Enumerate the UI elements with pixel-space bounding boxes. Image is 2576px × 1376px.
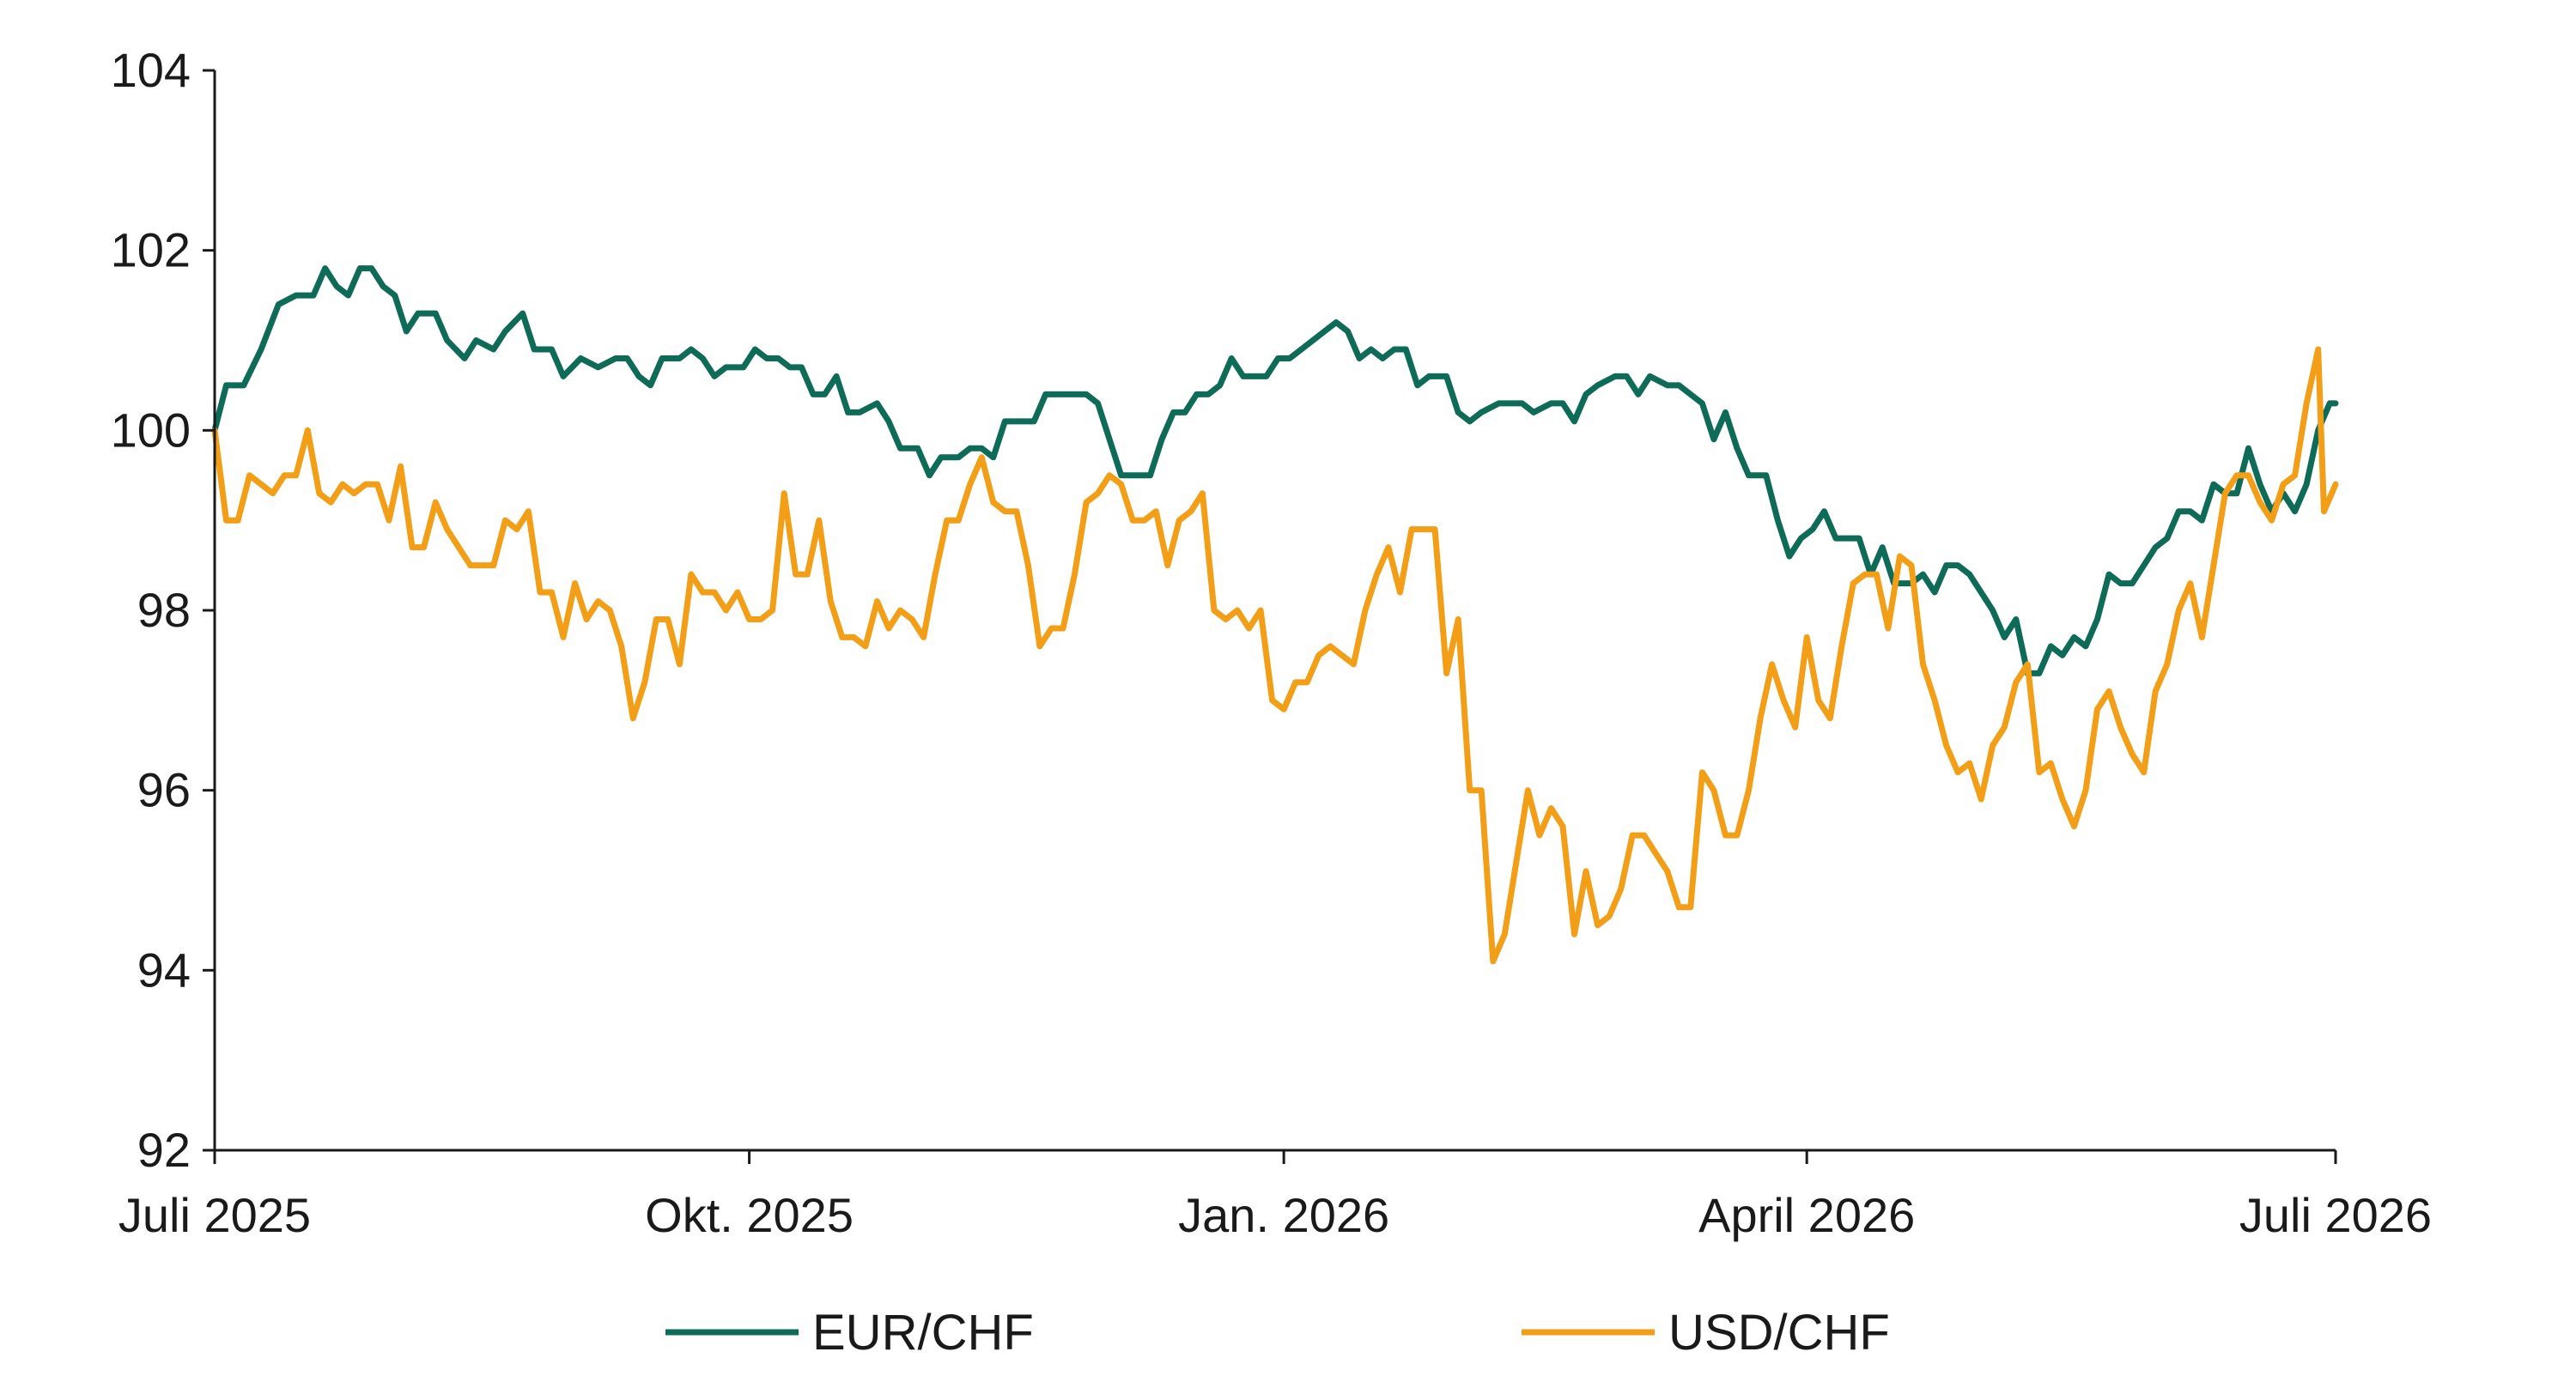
legend-item-eur-chf[interactable]: EUR/CHF [665, 1305, 1034, 1361]
legend-item-usd-chf[interactable]: USD/CHF [1522, 1305, 1890, 1361]
y-tick-label: 96 [137, 763, 191, 817]
legend: EUR/CHF USD/CHF [665, 1305, 1890, 1361]
series-line-eur-chf [211, 265, 2339, 676]
y-tick-label: 102 [111, 223, 191, 277]
axes [213, 70, 2336, 1152]
y-tick-label: 94 [137, 943, 191, 997]
y-tick-label: 98 [137, 583, 191, 637]
series-line-usd-chf [211, 346, 2339, 965]
x-tick-label: Okt. 2025 [645, 1188, 854, 1242]
x-ticks: Juli 2025 Okt. 2025 Jan. 2026 April 2026 Jul… [118, 1150, 2432, 1242]
legend-label-eur-chf: EUR/CHF [812, 1305, 1034, 1361]
x-tick-label: April 2026 [1698, 1188, 1915, 1242]
x-tick-label: Juli 2025 [118, 1188, 311, 1242]
y-tick-label: 104 [111, 43, 191, 97]
y-ticks: 92 94 96 98 100 102 104 [111, 43, 215, 1177]
legend-label-usd-chf: USD/CHF [1668, 1305, 1890, 1361]
x-tick-label: Jan. 2026 [1178, 1188, 1389, 1242]
series-layer [211, 265, 2339, 965]
x-tick-label: Juli 2026 [2239, 1188, 2432, 1242]
y-tick-label: 100 [111, 403, 191, 457]
y-tick-label: 92 [137, 1123, 191, 1177]
